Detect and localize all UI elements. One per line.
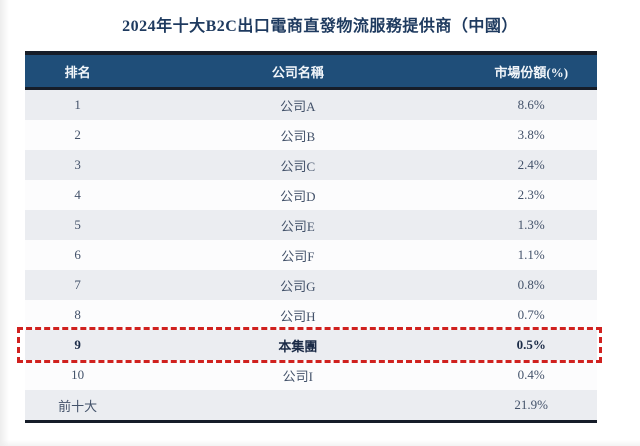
share-cell: 8.6% (517, 97, 545, 112)
share-cell: 0.4% (517, 367, 545, 382)
rank-cell: 3 (74, 157, 81, 172)
share-cell: 3.8% (517, 127, 545, 142)
table-row: 5 公司E 1.3% (25, 210, 597, 240)
share-cell: 1.1% (517, 247, 545, 262)
column-header-rank: 排名 (64, 64, 91, 80)
rank-cell: 2 (74, 127, 81, 142)
share-cell: 2.3% (517, 187, 545, 202)
share-cell: 0.8% (517, 277, 545, 292)
table-body: 1 公司A 8.6% 2 公司B 3.8% 3 公司C 2.4% 4 公司D 2… (17, 90, 602, 423)
rank-cell: 9 (74, 337, 81, 352)
rank-cell: 5 (74, 217, 81, 232)
company-cell: 公司F (281, 248, 315, 264)
company-cell: 公司A (280, 98, 316, 114)
ranking-table: 排名 公司名稱 市場份額(%) 1 公司A 8.6% 2 公司B 3.8% 3 … (17, 51, 602, 423)
rank-cell: 10 (71, 367, 85, 382)
table-row-total: 前十大 21.9% (25, 390, 597, 420)
share-cell: 2.4% (517, 157, 545, 172)
table-row: 8 公司H 0.7% (25, 300, 597, 330)
rank-cell: 8 (74, 307, 81, 322)
share-cell: 21.9% (514, 397, 548, 412)
rank-cell: 7 (74, 277, 81, 292)
table-row: 6 公司F 1.1% (25, 240, 597, 270)
table-row: 2 公司B 3.8% (25, 120, 597, 150)
company-cell: 公司H (280, 308, 316, 324)
table-row: 3 公司C 2.4% (25, 150, 597, 180)
company-cell: 公司E (280, 218, 315, 234)
share-cell: 1.3% (517, 217, 545, 232)
company-cell: 公司D (280, 188, 316, 204)
column-header-company: 公司名稱 (271, 64, 324, 80)
company-cell: 公司C (280, 158, 316, 174)
company-cell: 本集團 (278, 338, 318, 354)
share-cell: 0.7% (517, 307, 545, 322)
table-row: 4 公司D 2.3% (25, 180, 597, 210)
company-cell: 公司B (280, 128, 316, 144)
table-header-row: 排名 公司名稱 市場份額(%) (25, 51, 597, 90)
table-row: 1 公司A 8.6% (25, 90, 597, 120)
table-row: 7 公司G 0.8% (25, 270, 597, 300)
share-cell: 0.5% (516, 337, 546, 352)
table-title: 2024年十大B2C出口電商直發物流服務提供商（中國） (122, 18, 518, 35)
rank-cell: 4 (74, 187, 81, 202)
column-header-share: 市場份額(%) (494, 64, 569, 80)
rank-cell: 前十大 (58, 398, 98, 414)
rank-cell: 6 (74, 247, 81, 262)
company-cell: 公司I (282, 368, 313, 384)
table-row: 10 公司I 0.4% (25, 360, 597, 390)
table-row-group-highlighted: 9 本集團 0.5% (17, 327, 602, 363)
rank-cell: 1 (74, 97, 81, 112)
company-cell: 公司G (280, 278, 316, 294)
